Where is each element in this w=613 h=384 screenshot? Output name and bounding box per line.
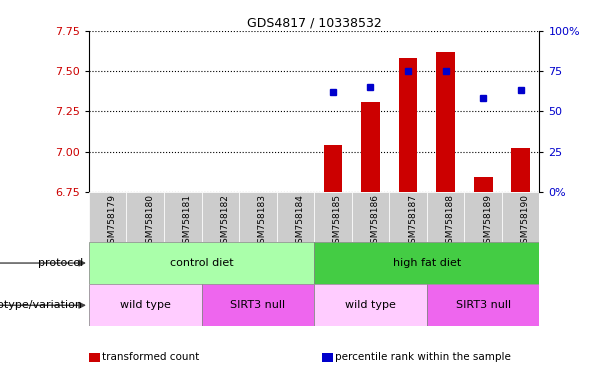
- Bar: [126, 192, 164, 242]
- Text: percentile rank within the sample: percentile rank within the sample: [335, 352, 511, 362]
- Bar: [465, 192, 502, 242]
- Text: transformed count: transformed count: [102, 352, 200, 362]
- Text: GSM758181: GSM758181: [183, 195, 192, 250]
- Bar: [89, 192, 126, 242]
- Bar: [436, 52, 455, 192]
- Bar: [324, 145, 342, 192]
- Bar: [511, 149, 530, 192]
- Bar: [89, 284, 202, 326]
- Text: GSM758185: GSM758185: [333, 195, 342, 250]
- Text: protocol: protocol: [37, 258, 83, 268]
- Bar: [398, 58, 417, 192]
- Bar: [314, 284, 427, 326]
- Bar: [202, 192, 239, 242]
- Text: GSM758182: GSM758182: [220, 195, 229, 249]
- Bar: [202, 284, 314, 326]
- Bar: [276, 192, 314, 242]
- Title: GDS4817 / 10338532: GDS4817 / 10338532: [247, 17, 381, 30]
- Text: GSM758184: GSM758184: [295, 195, 305, 249]
- Text: wild type: wild type: [345, 300, 396, 310]
- Text: GSM758186: GSM758186: [370, 195, 379, 250]
- Text: SIRT3 null: SIRT3 null: [230, 300, 286, 310]
- Bar: [427, 192, 465, 242]
- Bar: [474, 177, 492, 192]
- Bar: [502, 192, 539, 242]
- Text: GSM758179: GSM758179: [108, 195, 116, 250]
- Text: GSM758188: GSM758188: [446, 195, 455, 250]
- Bar: [164, 192, 202, 242]
- Bar: [361, 102, 380, 192]
- Text: GSM758180: GSM758180: [145, 195, 154, 250]
- Bar: [89, 242, 314, 284]
- Bar: [352, 192, 389, 242]
- Bar: [314, 192, 352, 242]
- Text: GSM758190: GSM758190: [520, 195, 530, 250]
- Bar: [389, 192, 427, 242]
- Text: wild type: wild type: [120, 300, 170, 310]
- Bar: [239, 192, 276, 242]
- Text: GSM758183: GSM758183: [258, 195, 267, 250]
- Bar: [427, 284, 539, 326]
- Text: control diet: control diet: [170, 258, 234, 268]
- Text: GSM758187: GSM758187: [408, 195, 417, 250]
- Text: SIRT3 null: SIRT3 null: [455, 300, 511, 310]
- Text: GSM758189: GSM758189: [483, 195, 492, 250]
- Bar: [314, 242, 539, 284]
- Text: high fat diet: high fat diet: [393, 258, 461, 268]
- Text: genotype/variation: genotype/variation: [0, 300, 83, 310]
